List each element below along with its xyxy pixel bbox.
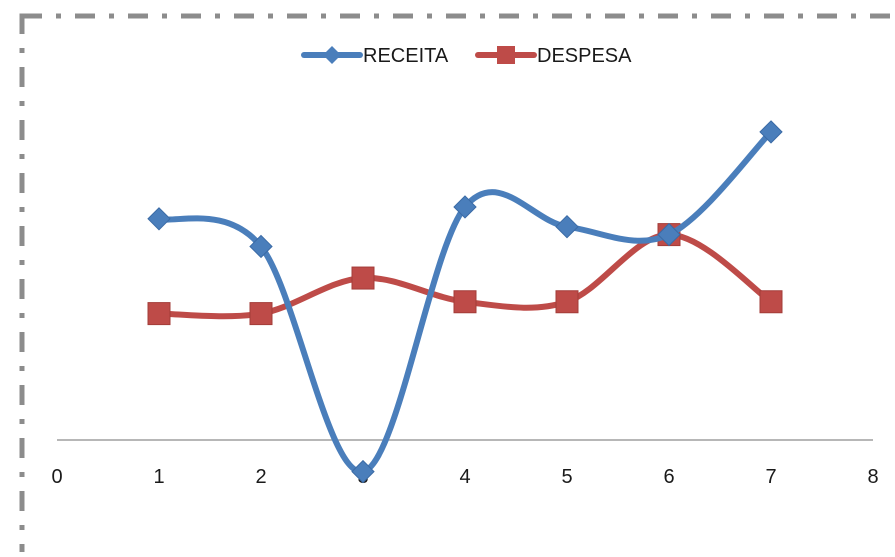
x-tick-label: 5	[561, 466, 572, 488]
chart-border	[19, 13, 895, 557]
data-point-receita	[351, 459, 375, 484]
legend-marker	[323, 46, 341, 64]
data-point-despesa	[351, 266, 375, 290]
data-point-despesa	[249, 302, 273, 326]
x-tick-label: 7	[765, 466, 776, 488]
data-point-receita	[453, 195, 477, 219]
series-receita	[147, 120, 783, 484]
x-axis: 012345678	[51, 439, 879, 488]
legend-label: DESPESA	[537, 45, 632, 67]
data-point-despesa	[147, 302, 171, 326]
legend-marker	[497, 46, 515, 64]
data-point-receita	[555, 214, 579, 239]
data-point-despesa	[555, 290, 579, 314]
data-point-receita	[759, 120, 783, 144]
series-layer	[147, 120, 783, 484]
data-point-receita	[147, 207, 171, 231]
data-point-receita	[249, 234, 273, 259]
data-point-receita	[657, 222, 681, 247]
x-tick-label: 6	[663, 466, 674, 488]
data-point-despesa	[759, 290, 783, 314]
legend-item-receita: RECEITA	[301, 45, 449, 67]
x-tick-label: 2	[255, 466, 266, 488]
legend-label: RECEITA	[363, 45, 449, 67]
data-point-despesa	[453, 290, 477, 314]
x-tick-label: 8	[867, 466, 878, 488]
x-tick-label: 0	[51, 466, 62, 488]
legend: RECEITA DESPESA	[301, 45, 632, 67]
series-despesa	[147, 223, 783, 326]
x-tick-label: 1	[153, 466, 164, 488]
x-tick-label: 4	[459, 466, 470, 488]
legend-item-despesa: DESPESA	[475, 45, 632, 67]
